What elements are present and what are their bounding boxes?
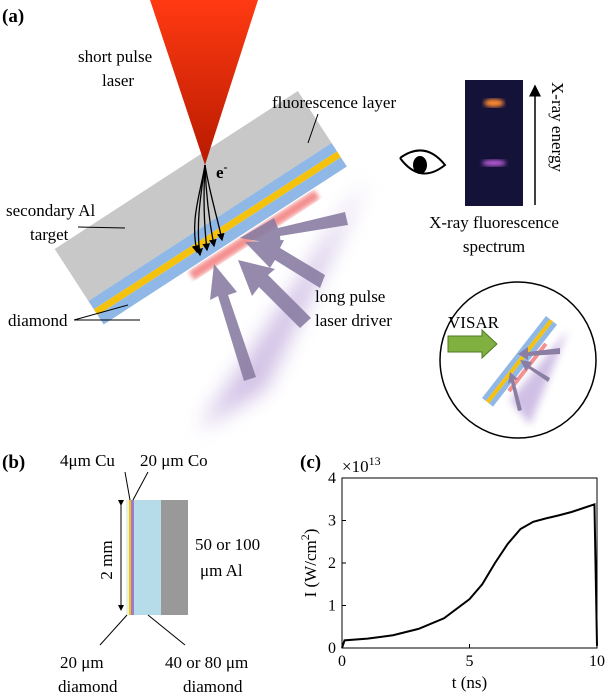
spectrum-image [465,80,523,206]
label: 2 mm [97,540,116,579]
label: secondary Al [6,201,96,220]
x-tick-label: 5 [466,653,474,670]
layer [161,500,188,615]
y-label-part: 2 [298,534,312,540]
panel-label: (b) [2,452,25,473]
y-label-part: ) [301,529,320,535]
leader [307,113,319,144]
label: target [30,225,69,244]
label: 20 μm [60,653,104,672]
x-axis-label: t (ns) [452,673,487,692]
line-series [341,502,598,649]
plot-frame [341,477,598,649]
multiplier-base: ×10 [342,457,369,476]
label: diamond [58,677,118,696]
label: 20 μm Co [140,451,208,470]
label: X-ray energy [548,82,567,172]
y-tick-label: 2 [328,555,336,572]
x-tick-label: 0 [338,653,346,670]
driver-arrows [210,212,348,381]
y-tick-label: 1 [328,598,336,615]
label: VISAR [448,313,500,332]
label: short pulse [78,47,152,66]
leader [73,304,129,321]
multiplier: ×1013 [342,454,381,476]
eye [399,149,447,175]
spectrum-line [482,160,506,166]
layer [131,500,134,615]
y-tick-label: 0 [328,640,336,657]
label: diamond [8,311,68,330]
panel-label: (c) [300,452,321,473]
laser-cone [150,0,258,165]
y-tick-label: 4 [328,470,336,487]
layer [134,500,161,615]
electron-label: e- [216,160,228,182]
y-tick-label: 3 [328,513,336,530]
leader [147,614,186,646]
multiplier-exp: 13 [369,454,381,468]
leader [124,471,131,501]
label: laser driver [315,311,392,330]
label: diamond [183,677,243,696]
layer [126,500,129,615]
leader [77,226,126,229]
label: X-ray fluorescence [429,213,559,232]
leader [99,614,128,646]
electrons [191,164,225,257]
label: spectrum [463,237,525,256]
label: 4μm Cu [60,451,115,470]
layer [129,500,131,615]
x-tick-label: 10 [589,653,605,670]
label: laser [102,71,134,90]
leader [132,471,149,501]
y-label-part: I (W/cm [301,540,320,597]
panel-label: (a) [2,6,24,27]
label: 40 or 80 μm [165,653,248,672]
label: long pulse [315,287,385,306]
label: μm Al [200,561,243,580]
inset-arrows [508,347,560,411]
visar-arrow [447,328,498,360]
y-axis-label: I (W/cm2) [298,529,320,598]
label: fluorescence layer [272,93,396,112]
label: 50 or 100 [195,535,260,554]
spectrum-line [484,99,504,107]
